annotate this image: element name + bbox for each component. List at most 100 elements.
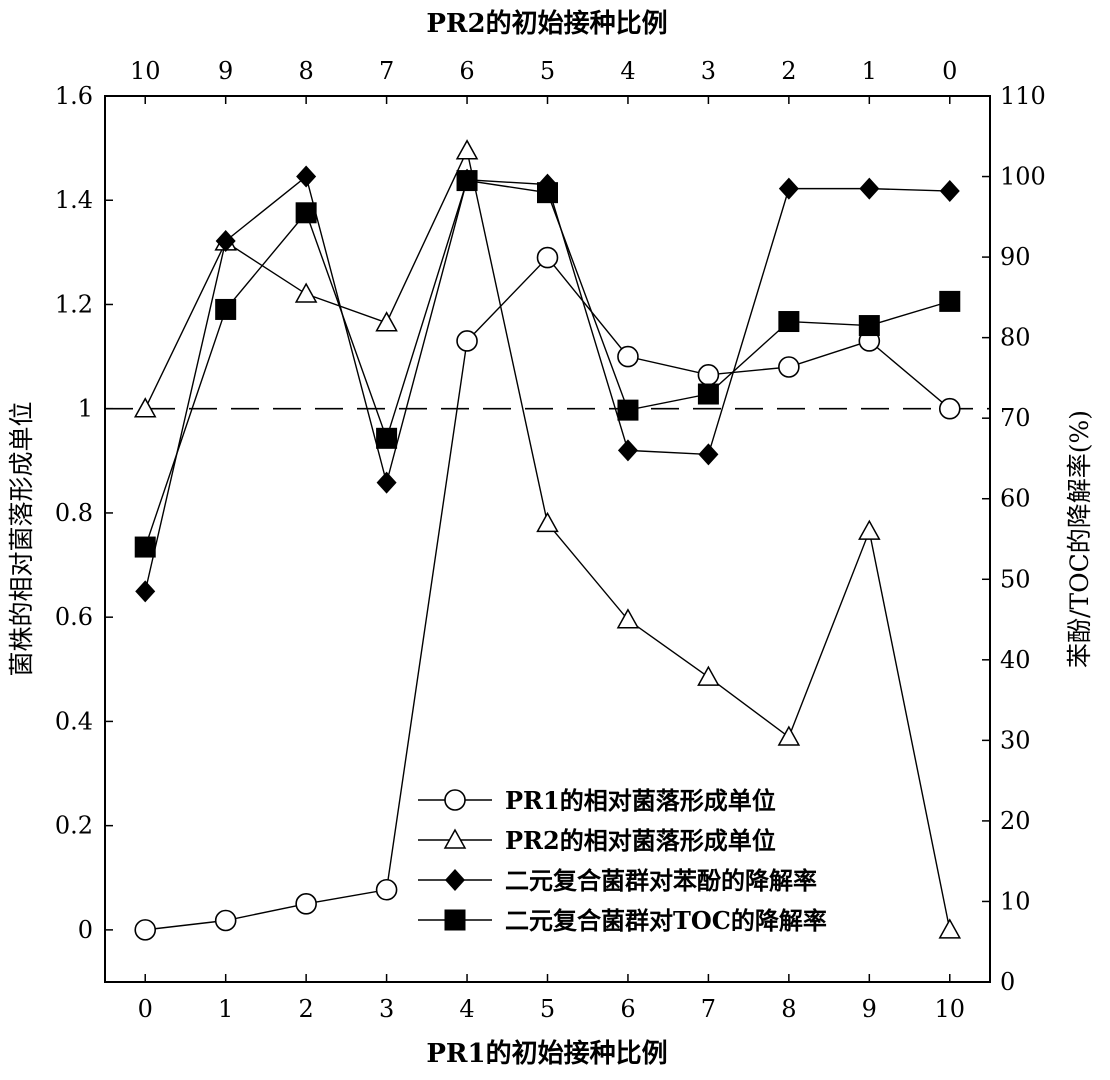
data-point xyxy=(375,878,398,901)
data-point xyxy=(777,725,801,746)
data-point xyxy=(134,536,156,558)
top-tick-label: 5 xyxy=(540,57,555,85)
x-tick-label: 0 xyxy=(138,995,153,1023)
top-tick-label: 7 xyxy=(379,57,394,85)
y-left-tick-label: 0.2 xyxy=(55,812,93,840)
y-left-tick-label: 1.6 xyxy=(55,82,93,110)
y-right-tick-label: 70 xyxy=(1000,404,1031,432)
top-tick-label: 0 xyxy=(942,57,957,85)
y-right-tick-label: 100 xyxy=(1000,163,1046,191)
data-point xyxy=(938,918,962,939)
top-tick-label: 8 xyxy=(298,57,313,85)
series-line xyxy=(144,179,950,548)
y-left-tick-label: 0.8 xyxy=(55,499,93,527)
y-right-tick-label: 10 xyxy=(1000,887,1031,915)
data-point xyxy=(697,665,720,686)
data-point xyxy=(376,471,397,494)
data-point xyxy=(536,246,559,269)
data-point xyxy=(295,893,317,915)
y-right-tick-label: 50 xyxy=(1000,565,1031,593)
data-point xyxy=(456,170,478,192)
top-tick-label: 9 xyxy=(218,57,233,85)
legend-label: PR1的相对菌落形成单位 xyxy=(505,786,776,815)
legend-label: 二元复合菌群对TOC的降解率 xyxy=(505,906,827,935)
data-point xyxy=(778,311,800,333)
data-point xyxy=(375,311,398,332)
data-point xyxy=(456,330,478,352)
legend: PR1的相对菌落形成单位 PR2的相对菌落形成单位二元复合菌群对苯酚的降解率二元复… xyxy=(418,786,827,935)
data-point xyxy=(296,165,317,188)
y-right-tick-label: 20 xyxy=(1000,807,1031,835)
y-left-tick-label: 1.4 xyxy=(55,186,93,214)
legend-marker xyxy=(445,869,465,891)
top-tick-label: 6 xyxy=(459,57,474,85)
y-right-tick-label: 0 xyxy=(1000,968,1015,996)
data-point xyxy=(858,519,881,540)
data-point xyxy=(214,909,237,932)
data-point xyxy=(376,427,398,449)
legend-label: PR2的相对菌落形成单位 xyxy=(505,826,776,855)
data-point xyxy=(294,282,318,303)
data-point xyxy=(295,202,317,224)
y-right-tick-label: 90 xyxy=(1000,243,1031,271)
x-tick-label: 6 xyxy=(620,995,635,1023)
data-point xyxy=(938,397,961,420)
x-tick-label: 9 xyxy=(862,995,877,1023)
x-tick-label: 2 xyxy=(298,995,313,1023)
data-point xyxy=(778,177,799,200)
x-tick-label: 10 xyxy=(934,995,965,1023)
data-point xyxy=(617,439,638,462)
top-tick-label: 2 xyxy=(781,57,796,85)
series-1 xyxy=(134,246,961,941)
data-point xyxy=(778,356,800,378)
top-tick-label: 3 xyxy=(701,57,716,85)
y-left-tick-label: 0.6 xyxy=(55,603,93,631)
y-left-tick-label: 1 xyxy=(78,395,93,423)
data-point xyxy=(215,298,237,320)
data-point xyxy=(858,315,880,337)
x-tick-label: 8 xyxy=(781,995,796,1023)
y-right-tick-label: 80 xyxy=(1000,324,1031,352)
data-point xyxy=(697,364,720,386)
top-tick-label: 1 xyxy=(862,57,877,85)
data-point xyxy=(939,180,960,203)
y-left-tick-label: 0.4 xyxy=(55,707,93,735)
x-tick-label: 4 xyxy=(459,995,474,1023)
data-point xyxy=(859,177,880,200)
y-right-tick-label: 30 xyxy=(1000,726,1031,754)
data-point xyxy=(617,399,639,421)
top-tick-label: 10 xyxy=(130,57,161,85)
data-point xyxy=(698,443,719,466)
series-4 xyxy=(134,170,961,558)
x-tick-label: 1 xyxy=(218,995,233,1023)
data-point xyxy=(939,290,961,312)
y-right-tick-label: 40 xyxy=(1000,646,1031,674)
legend-label: 二元复合菌群对苯酚的降解率 xyxy=(505,866,817,895)
data-point xyxy=(537,182,558,204)
x-tick-label: 3 xyxy=(379,995,394,1023)
series-3 xyxy=(135,165,960,603)
data-point xyxy=(133,397,157,418)
x-tick-label: 7 xyxy=(701,995,716,1023)
y-left-tick-label: 0 xyxy=(78,916,93,944)
data-point xyxy=(617,345,639,368)
data-point xyxy=(616,608,640,629)
data-point xyxy=(697,383,719,405)
x-tick-label: 5 xyxy=(540,995,555,1023)
data-point xyxy=(215,229,236,252)
data-point xyxy=(455,139,479,160)
top-tick-label: 4 xyxy=(620,57,635,85)
top-axis-title: PR2的初始接种比例 xyxy=(426,8,667,39)
data-point xyxy=(135,580,156,603)
y-right-tick-label: 60 xyxy=(1000,485,1031,513)
x-axis-title: PR1的初始接种比例 xyxy=(426,1038,667,1069)
y-right-tick-label: 110 xyxy=(1000,82,1046,110)
legend-marker xyxy=(444,789,466,811)
data-point xyxy=(536,511,559,533)
data-point xyxy=(134,919,157,941)
legend-marker xyxy=(444,909,466,931)
y-right-axis-title: 苯酚/TOC的降解率(%) xyxy=(1065,410,1094,668)
legend-marker xyxy=(443,828,467,849)
y-left-tick-label: 1.2 xyxy=(55,290,93,318)
